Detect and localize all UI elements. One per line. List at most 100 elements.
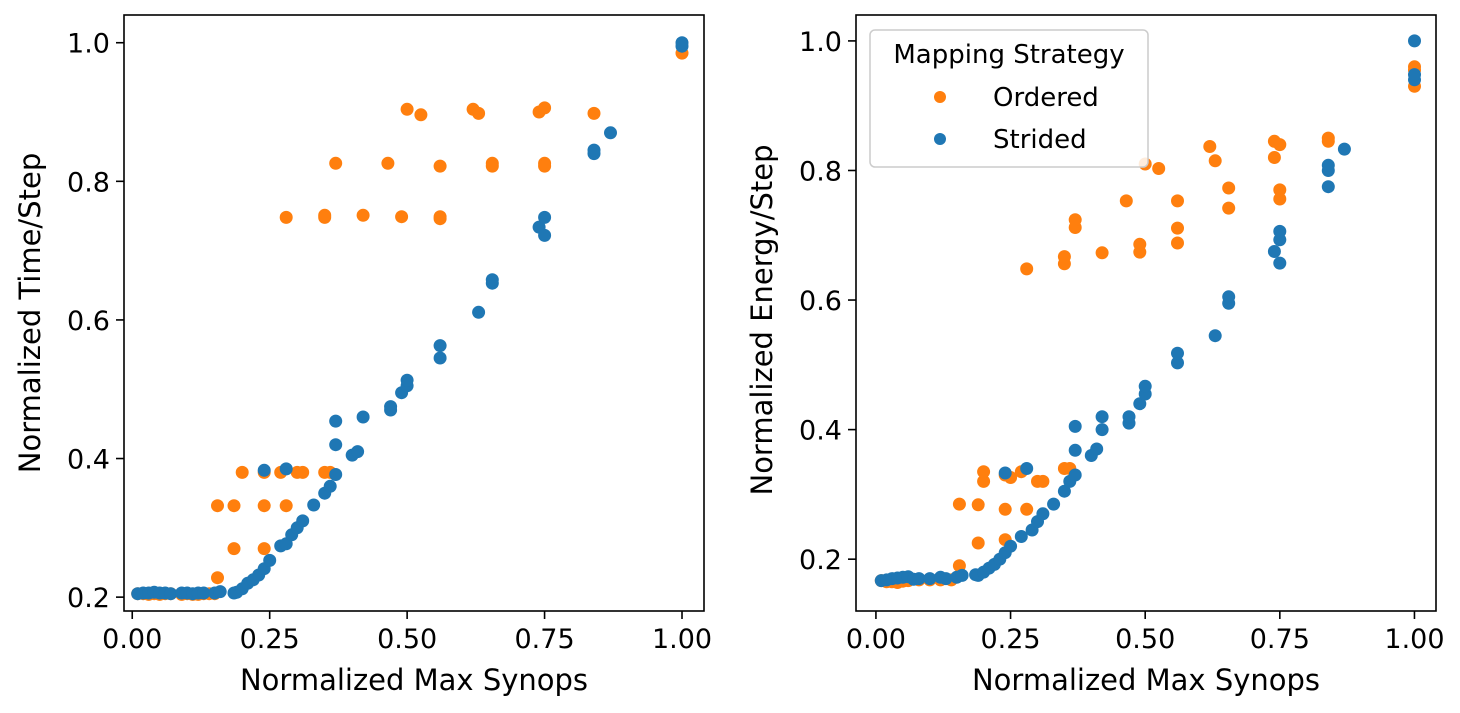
point-strided — [351, 445, 365, 459]
point-ordered — [433, 159, 447, 173]
point-strided — [1321, 158, 1335, 172]
point-ordered — [356, 208, 370, 222]
point-ordered — [472, 106, 486, 120]
point-ordered — [227, 542, 241, 556]
point-ordered — [227, 499, 241, 513]
point-ordered — [1171, 194, 1184, 208]
point-strided — [923, 572, 937, 586]
point-strided — [998, 466, 1012, 480]
point-ordered — [296, 465, 310, 479]
point-strided — [955, 568, 969, 582]
y-axis-ticks: 0.2 0.4 0.6 0.8 1.0 — [799, 27, 856, 576]
point-strided — [1020, 462, 1034, 475]
point-strided — [1273, 224, 1287, 238]
y-tick-label: 1.0 — [799, 27, 842, 58]
point-strided — [604, 126, 617, 140]
point-ordered — [211, 499, 224, 513]
y-tick-label: 0.4 — [67, 445, 110, 476]
point-ordered — [971, 498, 985, 512]
point-ordered — [977, 465, 991, 479]
point-strided — [472, 305, 486, 319]
legend-title: Mapping Strategy — [893, 40, 1124, 70]
y-tick-label: 0.6 — [799, 286, 842, 317]
point-strided — [356, 410, 370, 424]
y-tick-label: 1.0 — [67, 29, 110, 60]
point-strided — [1138, 379, 1152, 393]
point-ordered — [235, 465, 249, 479]
plot-frame — [123, 14, 705, 612]
point-ordered — [1222, 201, 1236, 215]
point-ordered — [1068, 213, 1082, 227]
point-strided — [1273, 256, 1287, 270]
point-ordered — [485, 159, 499, 173]
point-strided — [1057, 484, 1071, 498]
x-tick-label: 0.50 — [1115, 624, 1175, 655]
point-ordered — [1267, 151, 1281, 164]
x-tick-label: 0.25 — [980, 624, 1040, 655]
point-strided — [263, 553, 277, 567]
point-ordered — [395, 210, 409, 224]
point-strided — [1068, 468, 1082, 482]
point-ordered — [433, 212, 447, 226]
y-tick-label: 0.8 — [67, 167, 110, 198]
point-strided — [675, 36, 689, 50]
point-ordered — [211, 571, 224, 585]
point-strided — [1267, 245, 1281, 258]
point-ordered — [400, 102, 414, 116]
point-strided — [1095, 423, 1109, 437]
y-tick-label: 0.6 — [67, 306, 110, 337]
point-ordered — [538, 101, 552, 115]
point-strided — [1068, 443, 1082, 457]
point-ordered — [1273, 192, 1287, 206]
y-axis-label: Normalized Time/Step — [13, 153, 47, 473]
x-tick-label: 1.00 — [1384, 624, 1444, 655]
y-tick-label: 0.8 — [799, 156, 842, 187]
data-points — [131, 36, 689, 601]
point-strided — [1036, 507, 1050, 521]
point-ordered — [329, 156, 343, 170]
y-tick-label: 0.4 — [799, 416, 842, 447]
point-ordered — [971, 536, 985, 550]
x-axis-label: Normalized Max Synops — [240, 663, 588, 697]
point-strided — [538, 210, 552, 224]
x-axis-ticks: 0.00 0.25 0.50 0.75 1.00 — [846, 611, 1445, 655]
point-strided — [1004, 539, 1018, 553]
point-ordered — [1036, 474, 1050, 488]
point-strided — [1014, 530, 1028, 543]
point-ordered — [1203, 140, 1217, 153]
point-strided — [323, 479, 337, 493]
point-ordered — [977, 474, 991, 488]
point-strided — [1321, 180, 1335, 194]
point-strided — [307, 498, 321, 512]
x-tick-label: 0.25 — [240, 624, 300, 655]
x-tick-label: 0.50 — [377, 624, 437, 655]
point-ordered — [279, 210, 293, 224]
point-strided — [329, 468, 343, 481]
point-strided — [213, 585, 227, 599]
point-strided — [384, 400, 398, 414]
point-ordered — [1119, 194, 1133, 208]
point-strided — [329, 438, 343, 452]
x-tick-label: 0.00 — [102, 624, 162, 655]
point-strided — [1047, 497, 1061, 511]
legend-box — [869, 29, 1149, 168]
y-tick-label: 0.2 — [67, 583, 110, 614]
point-strided — [1171, 346, 1184, 360]
x-tick-label: 0.75 — [1250, 624, 1310, 655]
point-strided — [433, 351, 447, 365]
point-strided — [1222, 290, 1236, 304]
point-strided — [587, 143, 601, 157]
data-points — [874, 34, 1421, 589]
x-tick-label: 0.00 — [846, 624, 906, 655]
point-ordered — [1171, 221, 1184, 235]
point-ordered — [257, 542, 271, 556]
point-strided — [400, 373, 414, 387]
point-ordered — [1133, 237, 1147, 251]
point-ordered — [952, 497, 966, 511]
point-ordered — [1273, 183, 1287, 197]
point-strided — [912, 572, 926, 586]
point-strided — [1408, 68, 1421, 82]
legend-label-strided: Strided — [993, 125, 1087, 155]
point-ordered — [257, 499, 271, 513]
point-ordered — [1222, 181, 1236, 195]
